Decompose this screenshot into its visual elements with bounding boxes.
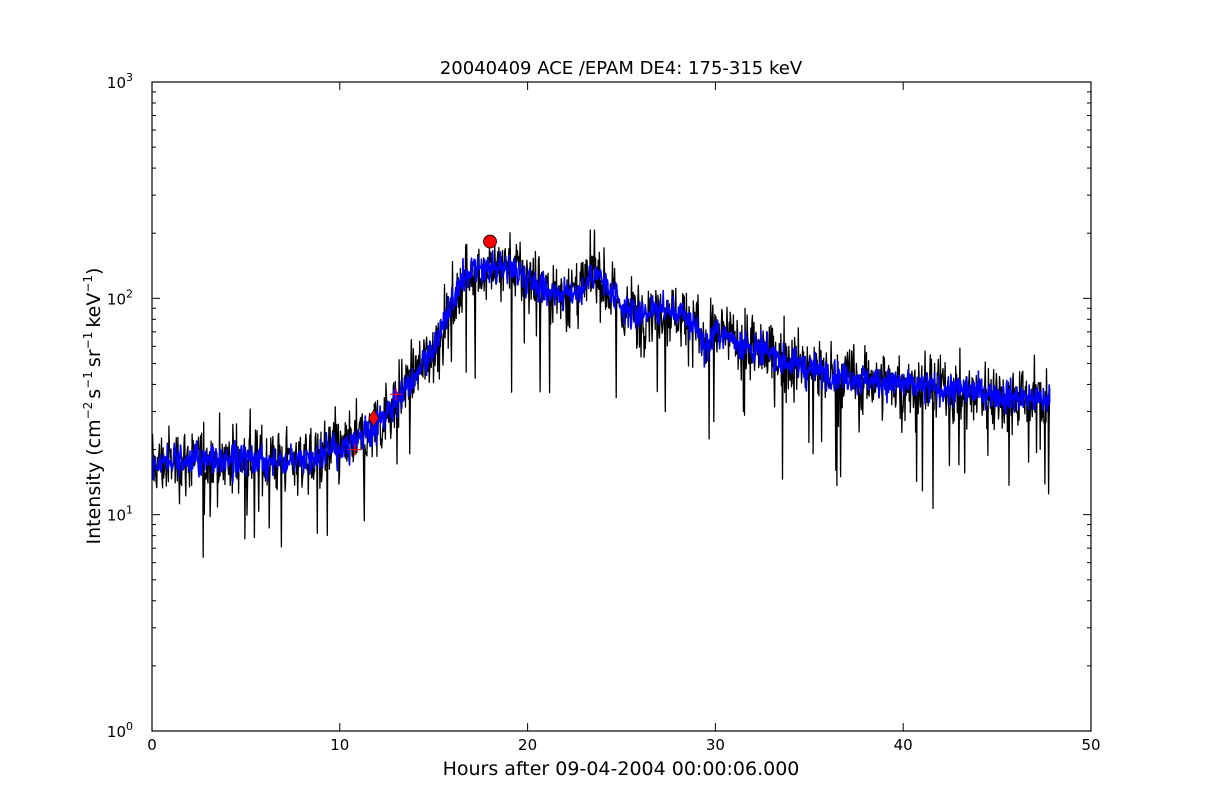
y-axis-label-group: Intensity (cm−2s−1sr−1keV−1) [81,268,105,545]
axes-layer: 0 10 20 30 40 50 100 101 102 103 [107,71,1101,754]
plus-marker-2 [348,443,361,456]
x-tick-label: 30 [706,736,725,754]
y-tick-label: 102 [107,287,133,308]
x-axis-label: Hours after 09-04-2004 00:00:06.000 [443,758,800,780]
plus-marker-3 [390,388,403,401]
x-tick-label: 40 [894,736,913,754]
plot-frame [151,81,1092,732]
y-tick-label: 101 [107,504,133,525]
onset-marker-diamond [368,409,379,427]
x-tick-label: 20 [518,736,537,754]
x-tick-label: 10 [330,736,349,754]
y-tick-label: 100 [107,720,133,741]
y-tick-label: 103 [107,71,133,92]
chart-title: 20040409 ACE /EPAM DE4: 175-315 keV [440,58,803,79]
x-tick-label: 0 [147,736,157,754]
series-line-1 [152,250,1051,484]
peak-marker-circle [483,234,497,249]
x-tick-label: 50 [1081,736,1100,754]
series-layer [152,229,1051,558]
y-axis-label: Intensity (cm−2s−1sr−1keV−1) [81,268,105,545]
series-line-0 [152,229,1051,558]
marker-layer [348,234,497,456]
